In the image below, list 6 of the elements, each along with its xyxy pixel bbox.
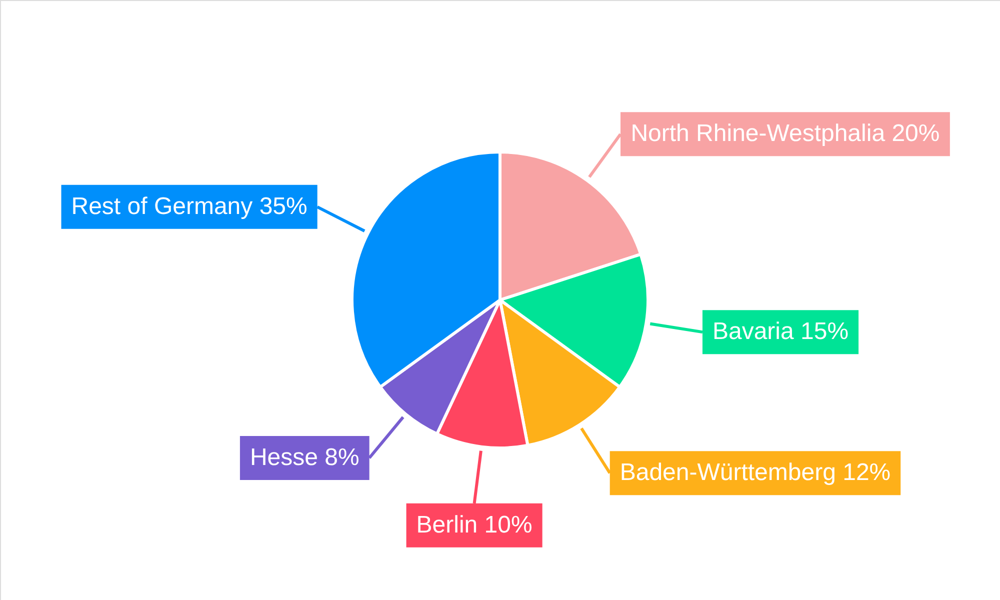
slice-label: Bavaria 15% — [712, 318, 849, 346]
slice-label: Berlin 10% — [416, 511, 532, 538]
slice-label: Baden-Württemberg 12% — [620, 459, 891, 486]
slice-label: Hesse 8% — [250, 444, 360, 471]
slice-label: North Rhine-Westphalia 20% — [630, 120, 940, 148]
slice-label: Rest of Germany 35% — [71, 192, 308, 220]
